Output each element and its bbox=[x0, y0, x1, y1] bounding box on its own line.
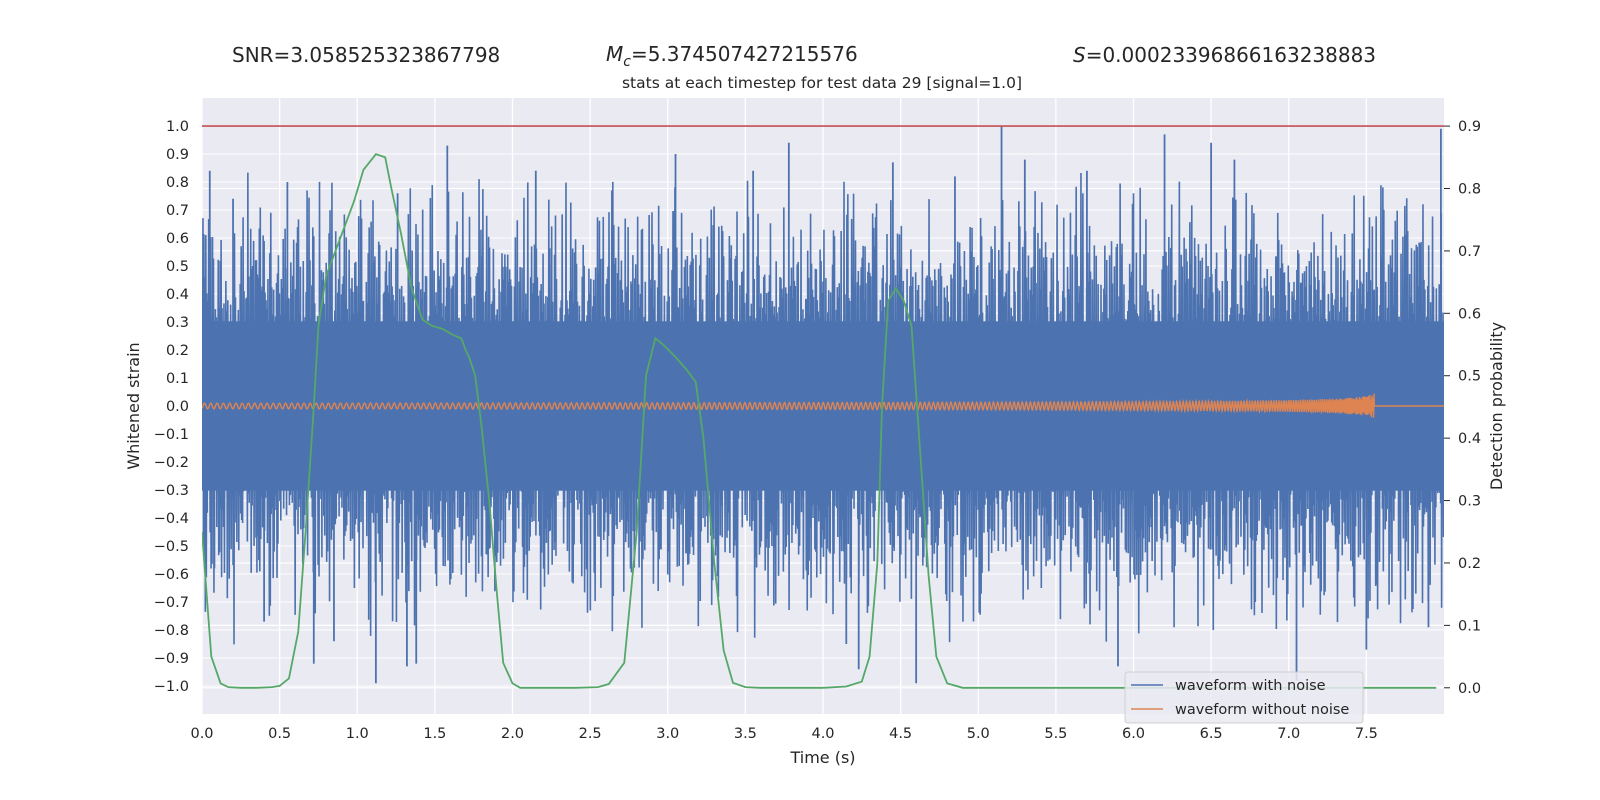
snr-stat: SNR=3.058525323867798 bbox=[232, 43, 500, 67]
x-tick-label: 2.5 bbox=[579, 726, 602, 742]
clean-waveform-line bbox=[202, 393, 1444, 418]
y2-tick-label: 0.5 bbox=[1458, 369, 1481, 385]
y-tick-label: 0.5 bbox=[166, 259, 189, 275]
chirp-mass-stat: Mc=5.374507427215576 bbox=[606, 42, 858, 70]
snr-label: SNR= bbox=[232, 43, 290, 67]
y-tick-label: −0.7 bbox=[154, 595, 189, 611]
legend: waveform with noise waveform without noi… bbox=[1124, 671, 1364, 724]
x-tick-label: 1.0 bbox=[346, 726, 369, 742]
y-tick-labels: 1.0 0.9 0.8 0.7 0.6 0.5 0.4 0.3 0.2 0.1 0.0 −0.1 −0.… bbox=[154, 119, 189, 695]
y-tick-label: 0.7 bbox=[166, 203, 189, 219]
y2-tick-labels: 0.9 0.8 0.7 0.6 0.5 0.4 0.3 0.2 0.1 0.0 bbox=[1444, 119, 1481, 697]
y-tick-label: 0.2 bbox=[166, 343, 189, 359]
y-tick-label: 1.0 bbox=[166, 119, 189, 135]
y-tick-label: 0.4 bbox=[166, 287, 189, 303]
chirp-mass-symbol: M bbox=[606, 42, 623, 66]
y2-tick-label: 0.1 bbox=[1458, 618, 1481, 634]
series-layer bbox=[202, 125, 1444, 689]
x-tick-label: 1.5 bbox=[423, 726, 446, 742]
y-tick-label: −0.6 bbox=[154, 567, 189, 583]
y2-tick-label: 0.8 bbox=[1458, 181, 1481, 197]
chart-title: stats at each timestep for test data 29 … bbox=[622, 74, 1022, 92]
x-tick-label: 6.5 bbox=[1200, 726, 1223, 742]
x-tick-label: 2.0 bbox=[501, 726, 524, 742]
y-tick-label: −0.2 bbox=[154, 455, 189, 471]
y-tick-label: 0.3 bbox=[166, 315, 189, 331]
x-tick-label: 0.0 bbox=[190, 726, 213, 742]
x-tick-label: 4.0 bbox=[811, 726, 834, 742]
x-tick-label: 7.0 bbox=[1277, 726, 1300, 742]
y2-tick-label: 0.4 bbox=[1458, 431, 1481, 447]
x-tick-label: 5.0 bbox=[967, 726, 990, 742]
snr-value: 3.058525323867798 bbox=[290, 43, 500, 67]
y-tick-label: −0.1 bbox=[154, 427, 189, 443]
s-value: =0.00023396866163238883 bbox=[1086, 43, 1376, 67]
s-stat: S=0.00023396866163238883 bbox=[1073, 43, 1376, 67]
y-tick-label: 0.9 bbox=[166, 147, 189, 163]
x-tick-label: 4.5 bbox=[889, 726, 912, 742]
x-axis-label: Time (s) bbox=[789, 748, 855, 767]
y-tick-label: −0.9 bbox=[154, 651, 189, 667]
y2-tick-label: 0.2 bbox=[1458, 556, 1481, 572]
y-tick-label: −0.4 bbox=[154, 511, 189, 527]
detection-probability-line bbox=[202, 153, 1437, 689]
x-tick-label: 3.0 bbox=[656, 726, 679, 742]
x-tick-label: 5.5 bbox=[1044, 726, 1067, 742]
legend-label-clean: waveform without noise bbox=[1175, 702, 1349, 718]
y2-tick-label: 0.7 bbox=[1458, 244, 1481, 260]
y2-tick-label: 0.9 bbox=[1458, 119, 1481, 135]
y-tick-label: 0.6 bbox=[166, 231, 189, 247]
x-tick-label: 7.5 bbox=[1355, 726, 1378, 742]
y-axis-label: Whitened strain bbox=[124, 342, 143, 469]
x-tick-label: 0.5 bbox=[268, 726, 291, 742]
x-tick-label: 3.5 bbox=[734, 726, 757, 742]
y-tick-label: 0.1 bbox=[166, 371, 189, 387]
y2-tick-label: 0.3 bbox=[1458, 494, 1481, 510]
y-tick-label: −1.0 bbox=[154, 679, 189, 695]
y-tick-label: −0.5 bbox=[154, 539, 189, 555]
legend-label-noisy: waveform with noise bbox=[1175, 678, 1326, 694]
y2-axis-label: Detection probability bbox=[1487, 322, 1506, 490]
x-tick-labels: 0.0 0.5 1.0 1.5 2.0 2.5 3.0 3.5 4.0 4.5 5.0 5.5 6.0 6… bbox=[190, 726, 1377, 742]
y-tick-label: 0.0 bbox=[166, 399, 189, 415]
chirp-mass-subscript: c bbox=[623, 54, 631, 70]
y-tick-label: −0.3 bbox=[154, 483, 189, 499]
x-tick-label: 6.0 bbox=[1122, 726, 1145, 742]
chirp-mass-value: =5.374507427215576 bbox=[631, 42, 858, 66]
legend-box bbox=[1124, 671, 1364, 724]
y-tick-label: −0.8 bbox=[154, 623, 189, 639]
s-symbol: S bbox=[1073, 43, 1086, 67]
y-tick-label: 0.8 bbox=[166, 175, 189, 191]
y2-tick-label: 0.6 bbox=[1458, 306, 1481, 322]
y2-tick-label: 0.0 bbox=[1458, 681, 1481, 697]
